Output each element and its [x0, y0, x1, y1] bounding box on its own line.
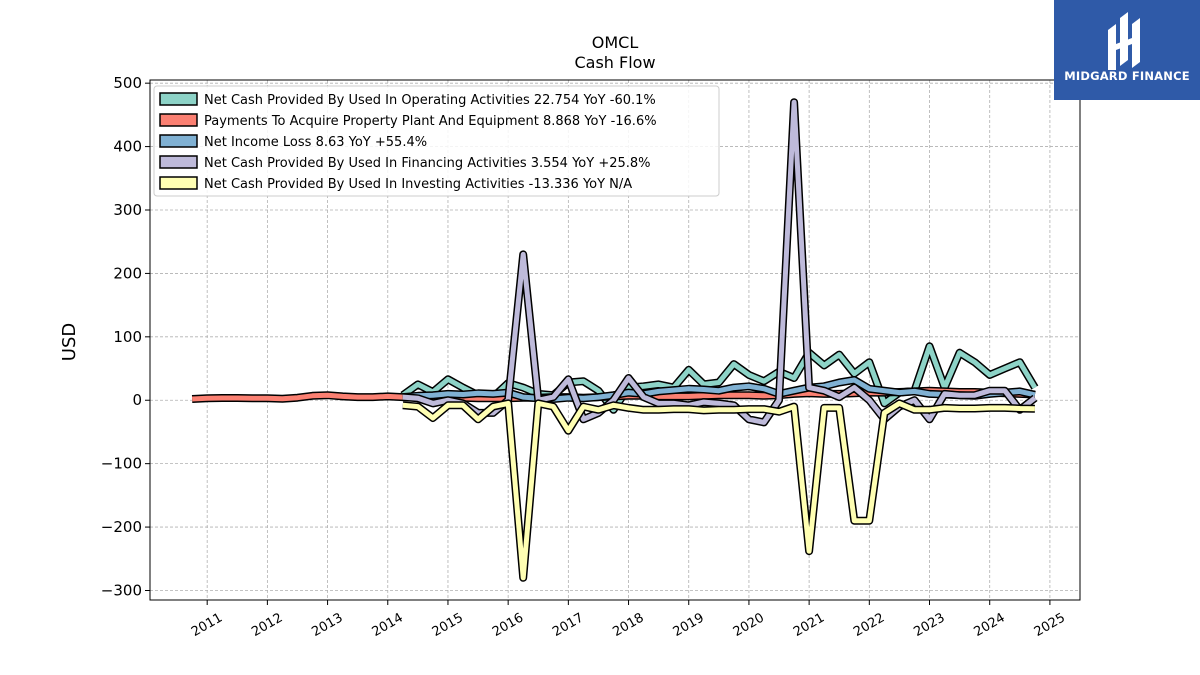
legend: Net Cash Provided By Used In Operating A… [153, 85, 720, 197]
y-axis-label: USD [59, 323, 80, 361]
y-tick-label: 200 [113, 264, 142, 282]
chart-title: OMCL [592, 33, 639, 52]
midgard-finance-logo: MIDGARD FINANCE [1054, 0, 1200, 100]
chart-subtitle: Cash Flow [574, 53, 655, 72]
y-tick-label: −300 [101, 581, 142, 599]
y-tick-label: −200 [101, 518, 142, 536]
legend-label: Net Cash Provided By Used In Investing A… [204, 177, 632, 192]
legend-label: Net Income Loss 8.63 YoY +55.4% [204, 135, 427, 150]
legend-label: Net Cash Provided By Used In Financing A… [204, 156, 651, 171]
y-tick-label: −100 [101, 455, 142, 473]
y-tick-label: 100 [113, 328, 142, 346]
legend-swatch [159, 134, 198, 148]
legend-swatch [159, 113, 198, 127]
legend-swatch [159, 92, 198, 106]
legend-swatch [159, 155, 198, 169]
legend-swatch [159, 176, 198, 190]
y-tick-label: 400 [113, 138, 142, 156]
series-line-5 [402, 399, 1035, 582]
y-tick-label: 300 [113, 201, 142, 219]
y-axis: −300 −200 −100 0 100 200 300 400 500 [101, 74, 150, 599]
logo-text: MIDGARD FINANCE [1064, 69, 1190, 83]
y-tick-label: 500 [113, 74, 142, 92]
legend-label: Payments To Acquire Property Plant And E… [204, 114, 657, 129]
midgard-logo-icon [1108, 12, 1140, 70]
legend-label: Net Cash Provided By Used In Operating A… [204, 93, 656, 108]
series-layer [191, 98, 1039, 582]
plot-frame [149, 79, 1081, 601]
y-tick-label: 0 [132, 391, 142, 409]
legend-box [153, 85, 720, 197]
